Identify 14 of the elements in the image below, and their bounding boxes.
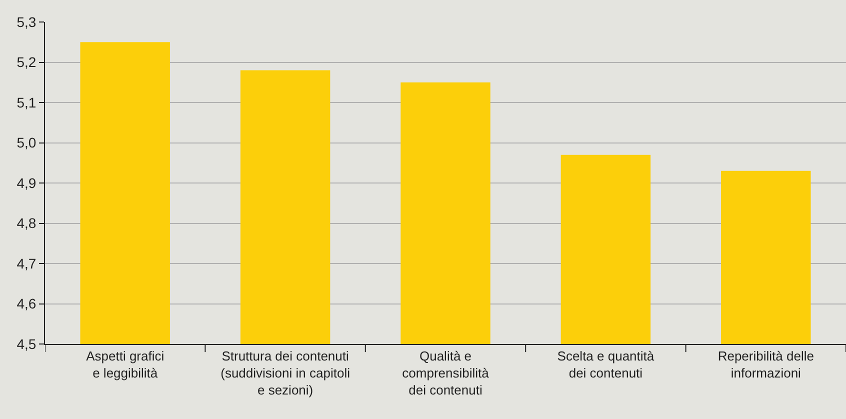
y-tick-label: 4,7 (16, 255, 36, 272)
x-tick-label: Scelta e quantità dei contenuti (557, 348, 655, 380)
x-tick-label: Reperibilità delle informazioni (718, 348, 814, 380)
y-tick-label: 4,6 (16, 296, 36, 312)
y-tick-label: 4,8 (16, 215, 36, 232)
y-tick-label: 4,5 (16, 336, 36, 352)
y-tick-label: 5,0 (16, 134, 36, 151)
y-tick-label: 5,3 (16, 14, 36, 30)
x-tick-label: Qualità e comprensibilità dei contenuti (402, 348, 490, 398)
y-tick-label: 4,9 (16, 174, 36, 191)
x-tick-label: Struttura dei contenuti (suddivisioni in capitoli e sezioni) (220, 348, 350, 398)
x-tick-label: Aspetti grafici e leggibilità (86, 348, 164, 380)
y-tick-label: 5,2 (16, 54, 36, 70)
y-tick-label: 5,1 (16, 94, 36, 110)
